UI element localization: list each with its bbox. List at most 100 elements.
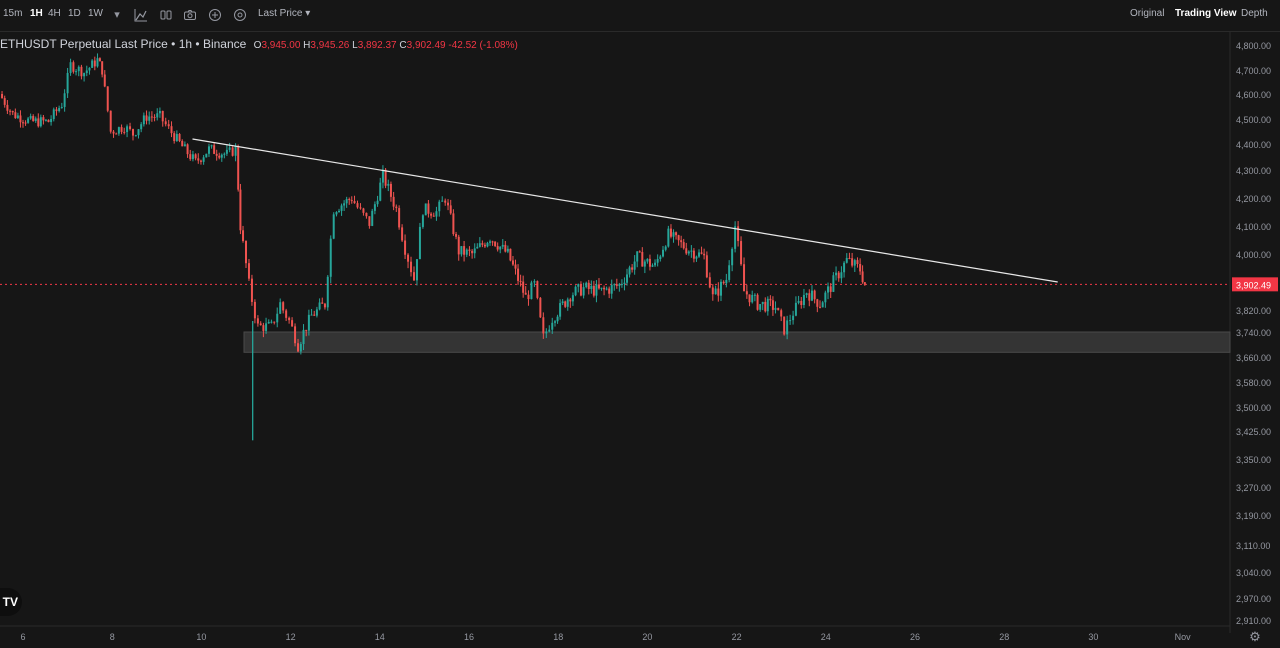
candle-body	[37, 118, 40, 127]
candle-body	[291, 320, 294, 327]
view-depth-tab[interactable]: Depth	[1241, 8, 1268, 19]
candle-body	[98, 58, 101, 62]
candle-body	[307, 314, 310, 331]
legend-change-pct: (-1.08%)	[479, 40, 518, 51]
candle-body	[63, 93, 66, 107]
candle-body	[181, 141, 184, 147]
candle-body	[703, 253, 706, 256]
candle-body	[373, 204, 376, 211]
descending-trendline	[192, 138, 1058, 283]
y-tick-label: 4,200.00	[1236, 194, 1271, 204]
candle-body	[401, 227, 404, 241]
candle-body	[318, 302, 321, 310]
candle-body	[714, 288, 717, 295]
compare-icon[interactable]	[159, 8, 173, 22]
candle-body	[654, 262, 657, 266]
candle-body	[695, 256, 698, 259]
candle-body	[587, 282, 590, 289]
candle-body	[615, 284, 618, 286]
candle-body	[494, 241, 497, 247]
candle-body	[511, 260, 514, 265]
candle-body	[285, 310, 288, 318]
candle-body	[517, 268, 520, 281]
candle-body	[646, 258, 649, 262]
candle-body	[722, 281, 725, 284]
candle-body	[22, 122, 24, 124]
candle-body	[183, 144, 186, 147]
candle-body	[75, 71, 78, 73]
candle-body	[16, 115, 19, 119]
candle-body	[561, 301, 564, 304]
candle-body	[150, 116, 153, 118]
candle-body	[223, 153, 226, 155]
candle-body	[148, 116, 151, 121]
candle-body	[103, 74, 106, 87]
candle-body	[362, 208, 365, 213]
candle-body	[582, 287, 585, 296]
tradingview-logo[interactable]: TV	[0, 588, 22, 616]
candle-body	[253, 301, 256, 319]
settings-gear-icon[interactable]	[233, 8, 247, 22]
chevron-down-icon[interactable]: ▾	[114, 9, 120, 21]
add-icon[interactable]	[208, 8, 222, 22]
candle-body	[80, 66, 83, 77]
interval-1h-button[interactable]: 1H	[30, 8, 43, 19]
candle-body	[687, 251, 690, 254]
candle-body	[158, 110, 161, 114]
candle-body	[542, 317, 545, 334]
candle-body	[34, 118, 37, 121]
interval-1d-button[interactable]: 1D	[68, 8, 81, 19]
candle-body	[501, 244, 504, 247]
candle-body	[740, 241, 743, 265]
candle-body	[651, 265, 654, 267]
candle-body	[88, 67, 91, 71]
price-mode-select[interactable]: Last Price ▾	[258, 8, 310, 19]
candle-body	[633, 261, 636, 270]
candle-body	[728, 265, 731, 280]
candle-body	[643, 261, 646, 267]
candle-body	[780, 310, 783, 317]
candle-body	[164, 121, 167, 125]
candle-body	[471, 250, 474, 254]
y-tick-label: 4,400.00	[1236, 140, 1271, 150]
candle-body	[44, 119, 47, 121]
candle-body	[313, 314, 316, 316]
interval-4h-button[interactable]: 4H	[48, 8, 61, 19]
candle-body	[610, 284, 613, 294]
candle-body	[829, 286, 832, 292]
candle-body	[6, 104, 9, 111]
interval-15m-button[interactable]: 15m	[3, 8, 23, 19]
candle-body	[745, 291, 748, 295]
candle-body	[132, 129, 135, 136]
candle-body	[717, 288, 720, 296]
candle-body	[548, 329, 551, 332]
candle-body	[69, 62, 72, 73]
y-tick-label: 3,580.00	[1236, 378, 1271, 388]
indicators-icon[interactable]	[134, 8, 148, 22]
candle-body	[748, 294, 751, 303]
candle-body	[186, 144, 189, 155]
candle-body	[267, 321, 270, 324]
view-original-tab[interactable]: Original	[1130, 8, 1165, 19]
price-chart[interactable]: 4,800.00 4,700.00 4,600.00 4,500.00 4,400.00…	[0, 32, 1280, 648]
y-tick-label: 2,910.00	[1236, 616, 1271, 626]
interval-1w-button[interactable]: 1W	[88, 8, 103, 19]
candle-body	[142, 115, 145, 125]
candle-body	[404, 240, 407, 255]
camera-icon[interactable]	[183, 8, 197, 22]
candle-body	[802, 295, 805, 305]
candle-body	[231, 147, 234, 156]
candle-body	[384, 169, 387, 186]
candle-body	[496, 246, 499, 250]
candle-body	[800, 301, 803, 305]
view-tradingview-tab[interactable]: Trading View	[1175, 8, 1237, 19]
candle-body	[161, 110, 164, 122]
candle-body	[19, 115, 22, 123]
candle-body	[753, 294, 756, 296]
candle-body	[792, 315, 795, 321]
candle-body	[797, 301, 800, 303]
y-tick-label: 3,110.00	[1236, 541, 1270, 551]
candle-body	[564, 301, 567, 307]
chart-settings-icon[interactable]: ⚙	[1249, 629, 1261, 644]
y-tick-label: 4,000.00	[1236, 250, 1271, 260]
